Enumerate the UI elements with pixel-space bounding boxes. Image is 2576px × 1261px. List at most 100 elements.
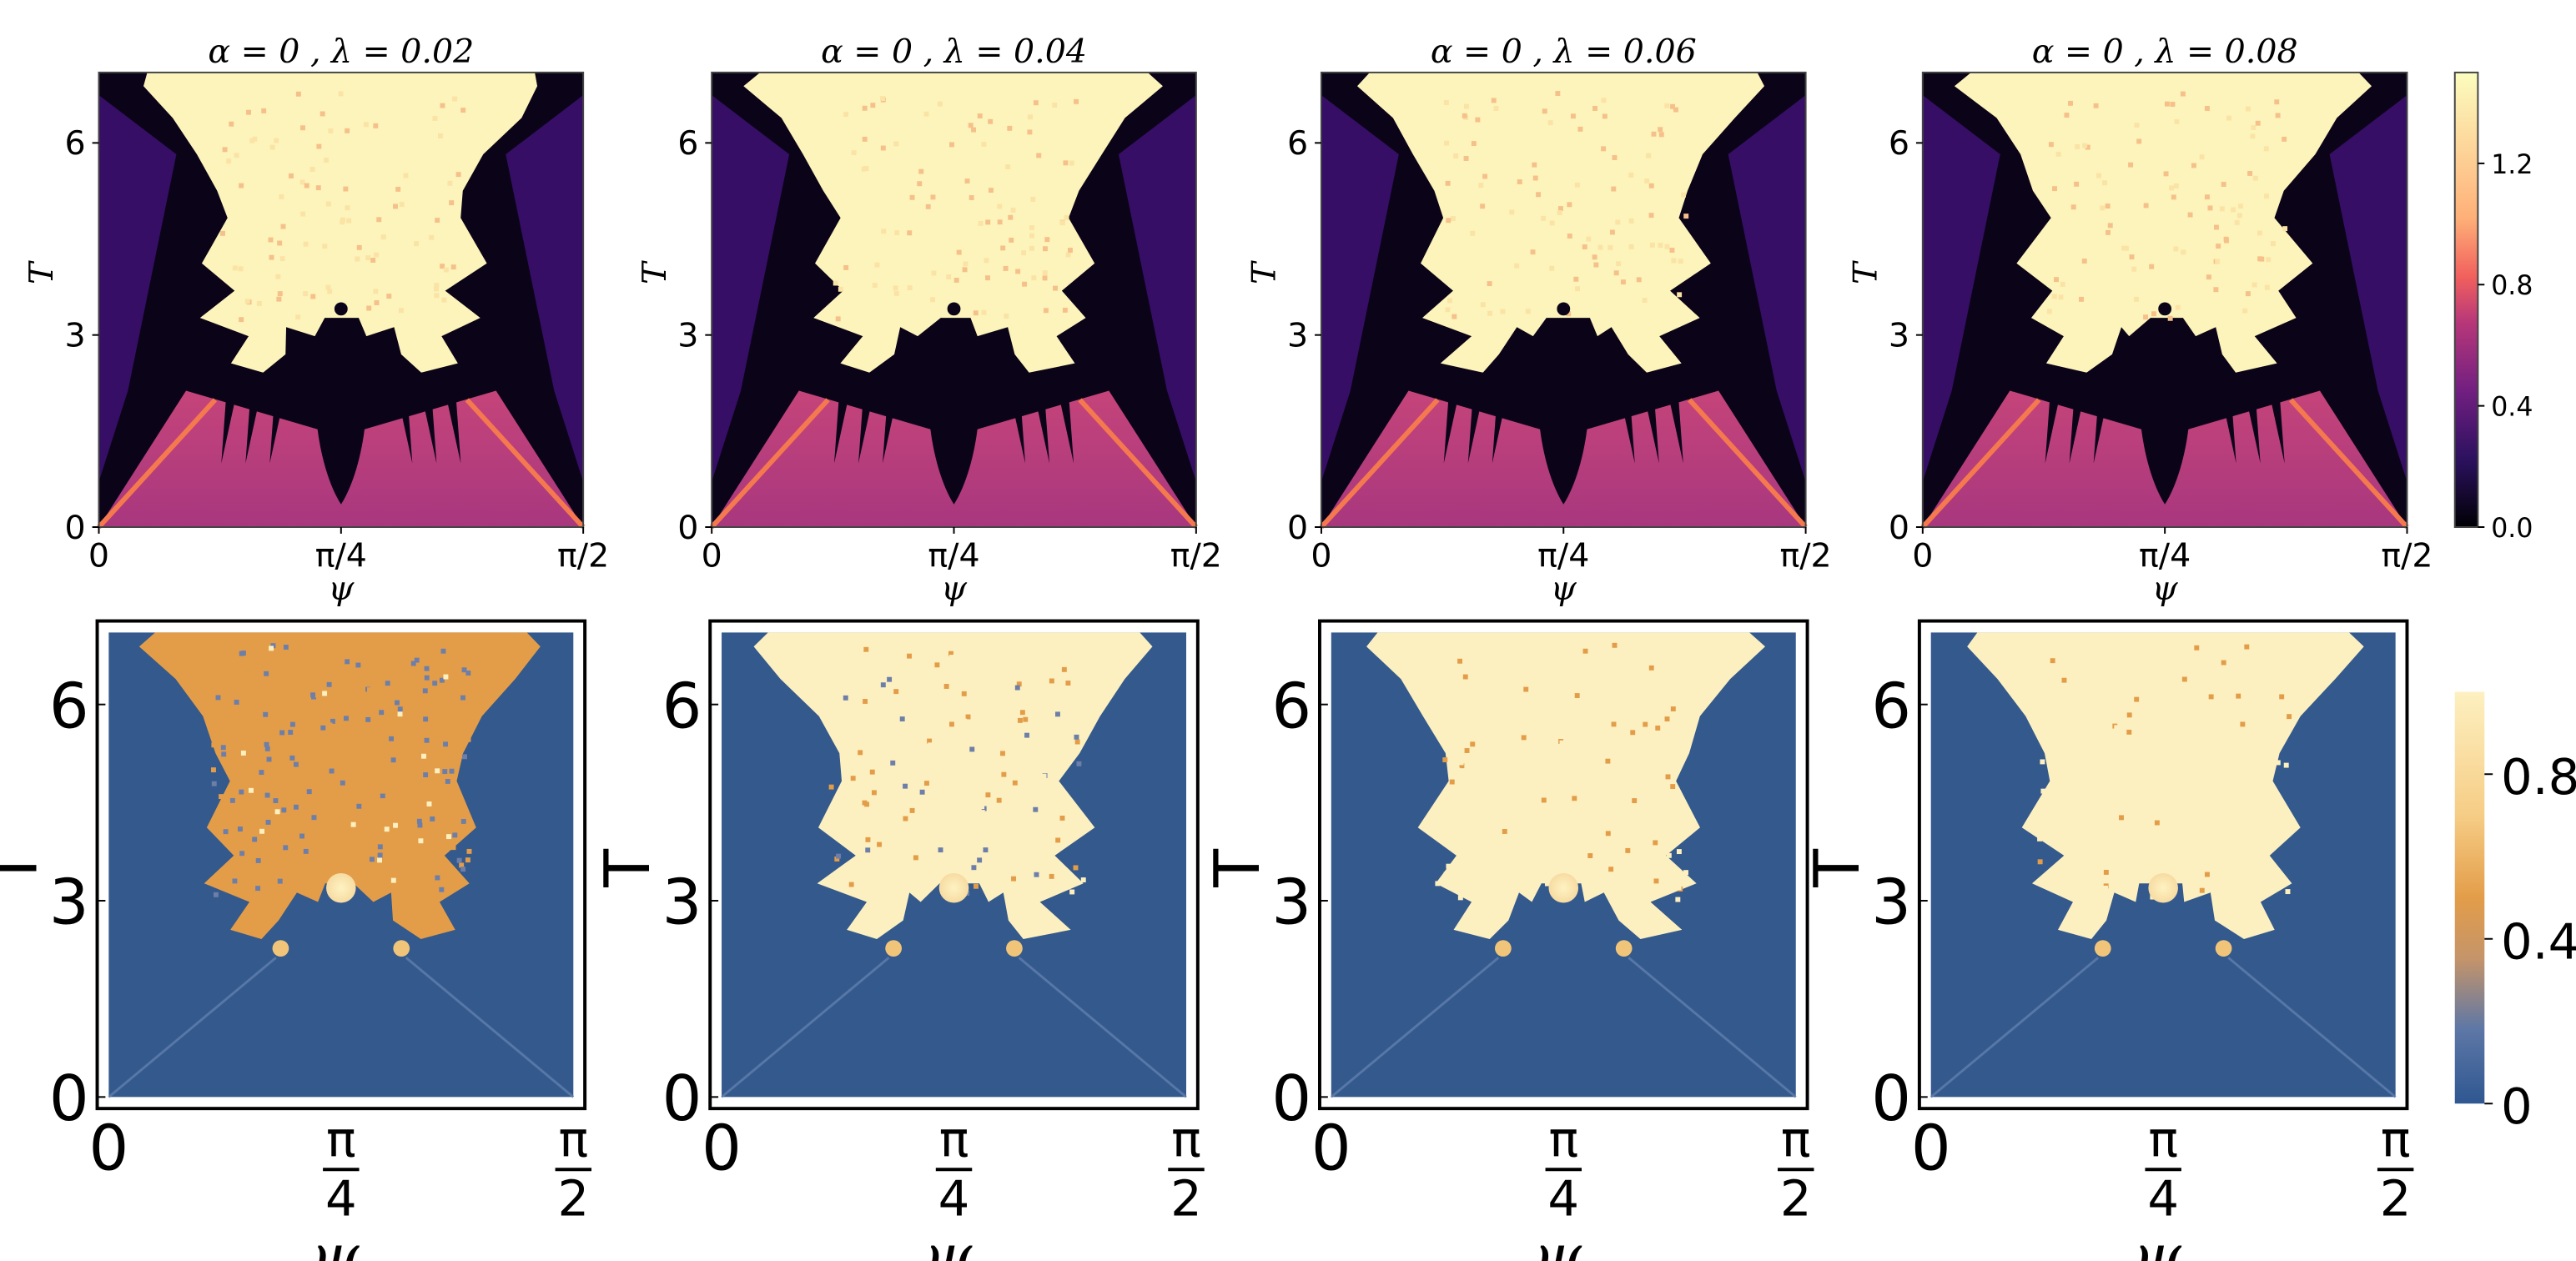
y-tick-label: 3 xyxy=(1871,866,1911,939)
faint-diagonal-right xyxy=(2227,957,2397,1098)
left-wing xyxy=(712,95,790,482)
y-tick-label: 0 xyxy=(1271,1062,1311,1135)
x-axis-label: ψ xyxy=(923,1220,973,1261)
faint-diagonal-right xyxy=(1628,957,1797,1098)
y-tick-label: 6 xyxy=(1271,669,1311,742)
x-tick-label: π/2 xyxy=(1170,536,1222,575)
left-wing xyxy=(1321,95,1399,482)
bright-bloom xyxy=(326,872,356,903)
x-tick-label-fraction: π/4π4 xyxy=(323,1110,360,1228)
plot-title: α = 0 , λ = 0.06 xyxy=(1431,33,1697,71)
dark-spike xyxy=(1615,372,1635,464)
y-tick-label: 3 xyxy=(662,866,702,939)
x-axis-label: ψ xyxy=(2152,570,2179,608)
x-tick-label: 0 xyxy=(1311,536,1331,575)
dark-spike xyxy=(1639,372,1659,464)
x-tick-label: 0 xyxy=(1911,1111,1951,1184)
colorbar-tick-label: 0.4 xyxy=(2491,392,2533,422)
x-tick-label: π/2 xyxy=(2381,536,2433,575)
y-tick-label: 0 xyxy=(1889,509,1909,547)
dark-spike xyxy=(2216,372,2236,464)
fan-region xyxy=(138,632,541,939)
side-bloom-right xyxy=(1006,940,1023,957)
x-tick-label-fraction: π/4π4 xyxy=(935,1110,973,1228)
left-diagonal-edge xyxy=(97,398,218,529)
x-tick-label: 0 xyxy=(702,1111,742,1184)
x-axis-label: ψ xyxy=(941,570,968,608)
y-tick-label: 3 xyxy=(677,317,698,355)
left-diagonal-edge xyxy=(1920,398,2041,529)
colorbar-top: 0.0 0.4 0.8 1.2 xyxy=(2453,71,2533,544)
panel-top-1: α = 0 , λ = 0.02 0 3 6 0 π/4 π/2 ψ T xyxy=(23,33,609,608)
dark-spike xyxy=(269,372,290,464)
side-bloom-left xyxy=(2094,940,2111,957)
central-dark-lobe xyxy=(928,327,980,505)
cream-fan-region xyxy=(743,72,1163,373)
dark-spike xyxy=(1467,372,1488,464)
y-tick-label: 6 xyxy=(49,669,89,742)
y-tick-label: 3 xyxy=(65,317,86,355)
faint-diagonal-left xyxy=(721,957,890,1098)
x-tick-label-fraction: π/4π4 xyxy=(1545,1110,1582,1228)
x-tick-label-fraction: π/2π2 xyxy=(1168,1110,1205,1228)
fraction-numerator: π xyxy=(2148,1110,2178,1168)
y-axis-label: T xyxy=(0,848,51,888)
panel-top-2: α = 0 , λ = 0.04 0 3 6 0 π/4 π/2 ψ T xyxy=(636,33,1222,608)
central-dark-lobe xyxy=(2139,327,2191,505)
dark-spike xyxy=(1492,372,1512,464)
panel-bottom-3: 0 3 6 0 π/4π4 π/2π2 ψ T xyxy=(1200,619,1814,1261)
dark-spike xyxy=(1443,372,1464,464)
side-bloom-left xyxy=(272,940,289,957)
x-axis-label: ψ xyxy=(2132,1220,2182,1261)
dark-spike xyxy=(2240,372,2261,464)
x-tick-label: π/4 xyxy=(928,536,979,575)
dark-spike xyxy=(392,372,413,464)
x-tick-label: 0 xyxy=(1912,536,1933,575)
fraction-denominator: 4 xyxy=(1547,1170,1579,1228)
panel-bottom-1: 0 3 6 0 π/4π4 π/2π2 ψ T xyxy=(0,619,592,1261)
panel-bottom-2: 0 3 6 0 π/4π4 π/2π2 ψ T xyxy=(591,619,1205,1261)
bright-bloom xyxy=(938,872,969,903)
right-diagonal-edge xyxy=(1688,398,1808,529)
dark-spike xyxy=(883,372,903,464)
dark-spike xyxy=(858,372,878,464)
colorbar-gradient xyxy=(2454,691,2485,1104)
y-axis-label: T xyxy=(636,260,674,284)
dark-spike xyxy=(833,372,854,464)
plot-title: α = 0 , λ = 0.04 xyxy=(821,33,1087,71)
x-tick-label-fraction: π/2π2 xyxy=(555,1110,592,1228)
fraction-denominator: 4 xyxy=(938,1170,970,1228)
bright-bloom xyxy=(1548,872,1579,903)
left-diagonal-edge xyxy=(710,398,830,529)
x-tick-label: π/4 xyxy=(1537,536,1589,575)
plot-title: α = 0 , λ = 0.02 xyxy=(208,33,474,71)
fraction-numerator: π xyxy=(1781,1110,1811,1168)
x-tick-label: 0 xyxy=(88,1111,128,1184)
right-diagonal-edge xyxy=(1078,398,1199,529)
dark-spike xyxy=(2264,372,2285,464)
x-tick-label: 0 xyxy=(702,536,722,575)
x-tick-label: π/4 xyxy=(2139,536,2191,575)
panel-bottom-4: 0 3 6 0 π/4π4 π/2π2 ψ T xyxy=(1800,619,2414,1261)
fraction-numerator: π xyxy=(558,1110,588,1168)
y-tick-label: 6 xyxy=(662,669,702,742)
colorbar-tick-label: 0.4 xyxy=(2501,912,2576,970)
y-axis-label: T xyxy=(591,848,664,888)
colorbar-gradient xyxy=(2453,71,2479,528)
colorbar-tick-label: 0.8 xyxy=(2491,271,2533,301)
fraction-denominator: 2 xyxy=(1780,1170,1812,1228)
x-axis-label: ψ xyxy=(1551,570,1577,608)
colorbar-tick-label: 0.8 xyxy=(2501,748,2576,806)
fraction-numerator: π xyxy=(1548,1110,1578,1168)
fraction-denominator: 4 xyxy=(325,1170,357,1228)
fraction-denominator: 2 xyxy=(1170,1170,1202,1228)
x-tick-label-fraction: π/2π2 xyxy=(1778,1110,1814,1228)
colorbar-tick-label: 0 xyxy=(2501,1078,2533,1135)
central-dark-lobe xyxy=(315,327,367,505)
y-axis-label: T xyxy=(23,260,61,284)
cream-fan-region xyxy=(1357,72,1765,373)
right-diagonal-edge xyxy=(2288,398,2409,529)
right-wing xyxy=(506,95,584,482)
central-dark-lobe xyxy=(1537,327,1589,505)
